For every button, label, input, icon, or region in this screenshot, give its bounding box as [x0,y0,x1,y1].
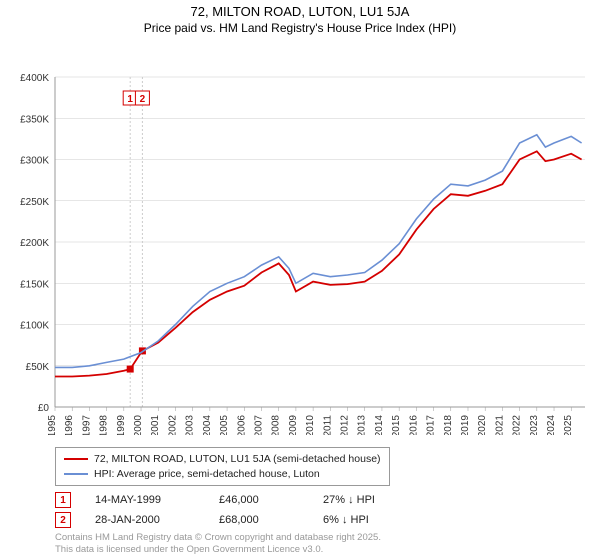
svg-text:£350K: £350K [20,114,49,125]
svg-text:2024: 2024 [546,414,557,434]
svg-text:2008: 2008 [271,414,282,434]
svg-text:£250K: £250K [20,197,49,208]
sale-price: £68,000 [219,514,299,526]
footnote-line2: This data is licensed under the Open Gov… [55,544,323,555]
svg-text:£200K: £200K [20,238,49,249]
sale-table: 1 14-MAY-1999 £46,000 27% ↓ HPI 2 28-JAN-2000… [55,492,590,528]
svg-text:2004: 2004 [202,414,213,434]
svg-text:1995: 1995 [47,414,58,434]
chart-footer: 72, MILTON ROAD, LUTON, LU1 5JA (semi-de… [55,447,590,556]
svg-text:2022: 2022 [512,414,523,434]
svg-text:2010: 2010 [305,414,316,434]
sale-badge: 1 [55,492,71,508]
svg-text:2011: 2011 [322,414,333,434]
svg-text:£400K: £400K [20,73,49,84]
svg-text:2018: 2018 [443,414,454,434]
svg-text:2017: 2017 [426,414,437,434]
sale-row: 2 28-JAN-2000 £68,000 6% ↓ HPI [55,512,590,528]
line-chart: £0 £50K £100K £150K £200K £250K £300K £350K £400… [0,35,600,435]
svg-text:1999: 1999 [116,414,127,434]
svg-text:2006: 2006 [236,414,247,434]
svg-text:£100K: £100K [20,320,49,331]
svg-text:2005: 2005 [219,414,230,434]
chart-title: 72, MILTON ROAD, LUTON, LU1 5JA [0,0,600,21]
svg-text:2019: 2019 [460,414,471,434]
svg-text:2007: 2007 [253,414,264,434]
footnote-line1: Contains HM Land Registry data © Crown c… [55,532,381,543]
chart-subtitle: Price paid vs. HM Land Registry's House … [0,21,600,35]
legend-label: HPI: Average price, semi-detached house,… [94,467,320,482]
svg-text:2001: 2001 [150,414,161,434]
svg-text:2015: 2015 [391,414,402,434]
svg-text:2003: 2003 [185,414,196,434]
sale-date: 14-MAY-1999 [95,494,195,506]
svg-text:1998: 1998 [99,414,110,434]
legend-swatch [64,473,88,475]
svg-text:2: 2 [140,94,146,105]
svg-text:2012: 2012 [340,414,351,434]
svg-text:£150K: £150K [20,279,49,290]
svg-text:2013: 2013 [357,414,368,434]
svg-text:£300K: £300K [20,155,49,166]
legend-swatch [64,458,88,460]
svg-text:£0: £0 [38,403,50,414]
sale-diff: 6% ↓ HPI [323,514,413,526]
footnote: Contains HM Land Registry data © Crown c… [55,532,590,556]
svg-text:2021: 2021 [494,414,505,434]
svg-text:2025: 2025 [563,414,574,434]
sale-date: 28-JAN-2000 [95,514,195,526]
svg-text:1: 1 [127,94,133,105]
legend-row: HPI: Average price, semi-detached house,… [64,467,381,482]
chart-container: 72, MILTON ROAD, LUTON, LU1 5JA Price pa… [0,0,600,560]
svg-text:2009: 2009 [288,414,299,434]
legend-row: 72, MILTON ROAD, LUTON, LU1 5JA (semi-de… [64,452,381,467]
sale-diff: 27% ↓ HPI [323,494,413,506]
svg-text:1997: 1997 [81,414,92,434]
svg-text:2016: 2016 [408,414,419,434]
svg-text:£50K: £50K [26,362,50,373]
sale-price: £46,000 [219,494,299,506]
svg-text:2020: 2020 [477,414,488,434]
svg-text:2023: 2023 [529,414,540,434]
svg-text:1996: 1996 [64,414,75,434]
sale-badge: 2 [55,512,71,528]
sale-row: 1 14-MAY-1999 £46,000 27% ↓ HPI [55,492,590,508]
legend-label: 72, MILTON ROAD, LUTON, LU1 5JA (semi-de… [94,452,381,467]
svg-text:2014: 2014 [374,414,385,434]
svg-text:2000: 2000 [133,414,144,434]
svg-text:2002: 2002 [167,414,178,434]
legend: 72, MILTON ROAD, LUTON, LU1 5JA (semi-de… [55,447,390,486]
